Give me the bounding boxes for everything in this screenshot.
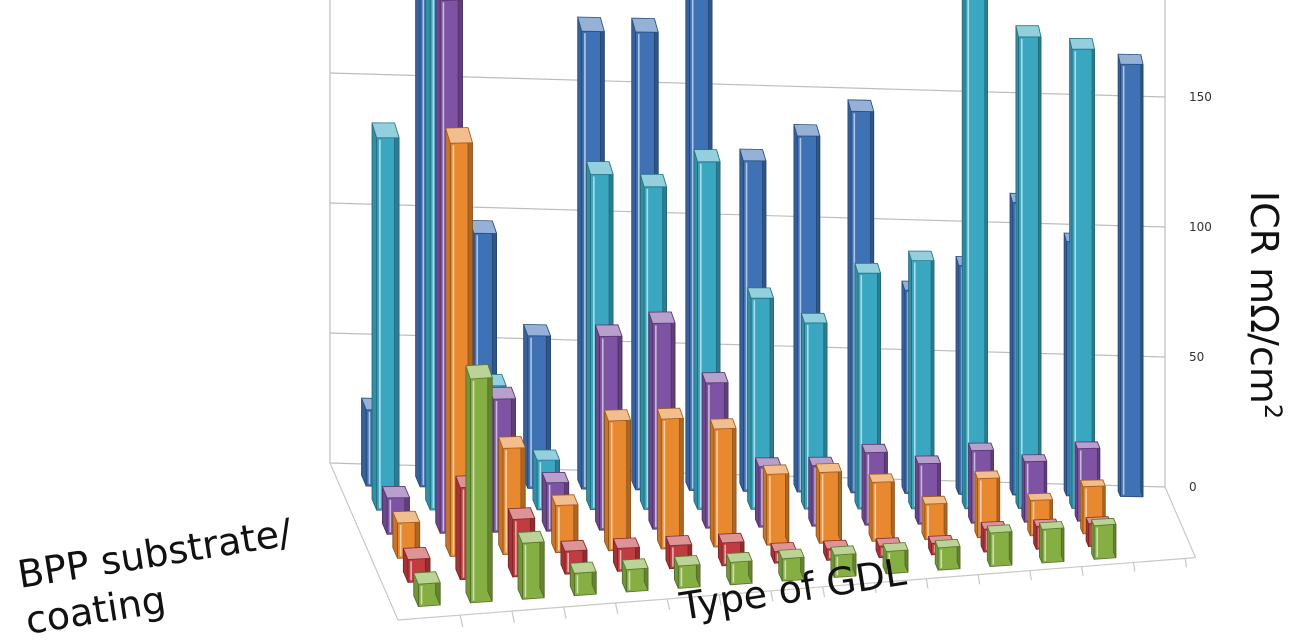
floor-edge xyxy=(329,462,399,621)
category-tick xyxy=(977,574,981,585)
bar xyxy=(934,538,961,571)
bar xyxy=(830,545,857,578)
floor-edge xyxy=(1164,486,1197,558)
bar xyxy=(1069,37,1096,509)
bar xyxy=(656,407,684,550)
bar xyxy=(961,0,988,510)
z-axis-title: ICR mΩ/cm2 xyxy=(1242,191,1287,419)
bar xyxy=(1015,25,1042,510)
bar xyxy=(762,464,790,546)
category-tick xyxy=(459,615,464,628)
z-tick-label: 0 xyxy=(1189,480,1197,494)
bar xyxy=(1038,521,1065,564)
bar xyxy=(882,542,909,575)
bar xyxy=(1091,517,1117,560)
category-tick xyxy=(718,594,722,606)
bar xyxy=(986,524,1013,568)
bar xyxy=(815,462,843,544)
z-axis-title-main: ICR mΩ/cm xyxy=(1242,191,1286,404)
category-tick xyxy=(873,582,877,593)
bar xyxy=(569,561,597,597)
z-axis-ticks: 050100150200250300350 xyxy=(1189,90,1212,494)
bar xyxy=(868,473,895,542)
bar xyxy=(726,551,753,586)
bars xyxy=(360,0,1144,608)
bar xyxy=(908,250,935,510)
z-axis-title-superscript: 2 xyxy=(1259,404,1287,419)
floor-edge xyxy=(397,557,1196,621)
category-tick xyxy=(666,598,671,611)
bar xyxy=(621,558,649,593)
category-tick xyxy=(770,590,774,602)
category-tick xyxy=(563,606,567,619)
bar xyxy=(371,122,400,511)
bar xyxy=(413,571,441,608)
z-tick-label: 150 xyxy=(1189,90,1212,104)
category-tick xyxy=(511,610,515,623)
category-tick xyxy=(1081,566,1084,576)
bar xyxy=(517,530,545,600)
category-tick xyxy=(925,578,929,589)
category-tick xyxy=(822,586,826,598)
z-tick-label: 50 xyxy=(1189,350,1204,364)
z-tick-label: 100 xyxy=(1189,220,1212,234)
category-tick xyxy=(1029,570,1032,581)
bar xyxy=(673,555,701,589)
category-tick xyxy=(614,602,619,615)
bar xyxy=(1117,53,1144,498)
category-tick xyxy=(1184,558,1188,568)
bar xyxy=(465,364,493,604)
bar xyxy=(603,409,632,552)
bar xyxy=(709,418,737,548)
category-tick xyxy=(1132,562,1136,572)
svg-text:ICR mΩ/cm2: ICR mΩ/cm2 xyxy=(1242,191,1287,419)
bar xyxy=(921,495,948,541)
bar xyxy=(778,548,805,582)
